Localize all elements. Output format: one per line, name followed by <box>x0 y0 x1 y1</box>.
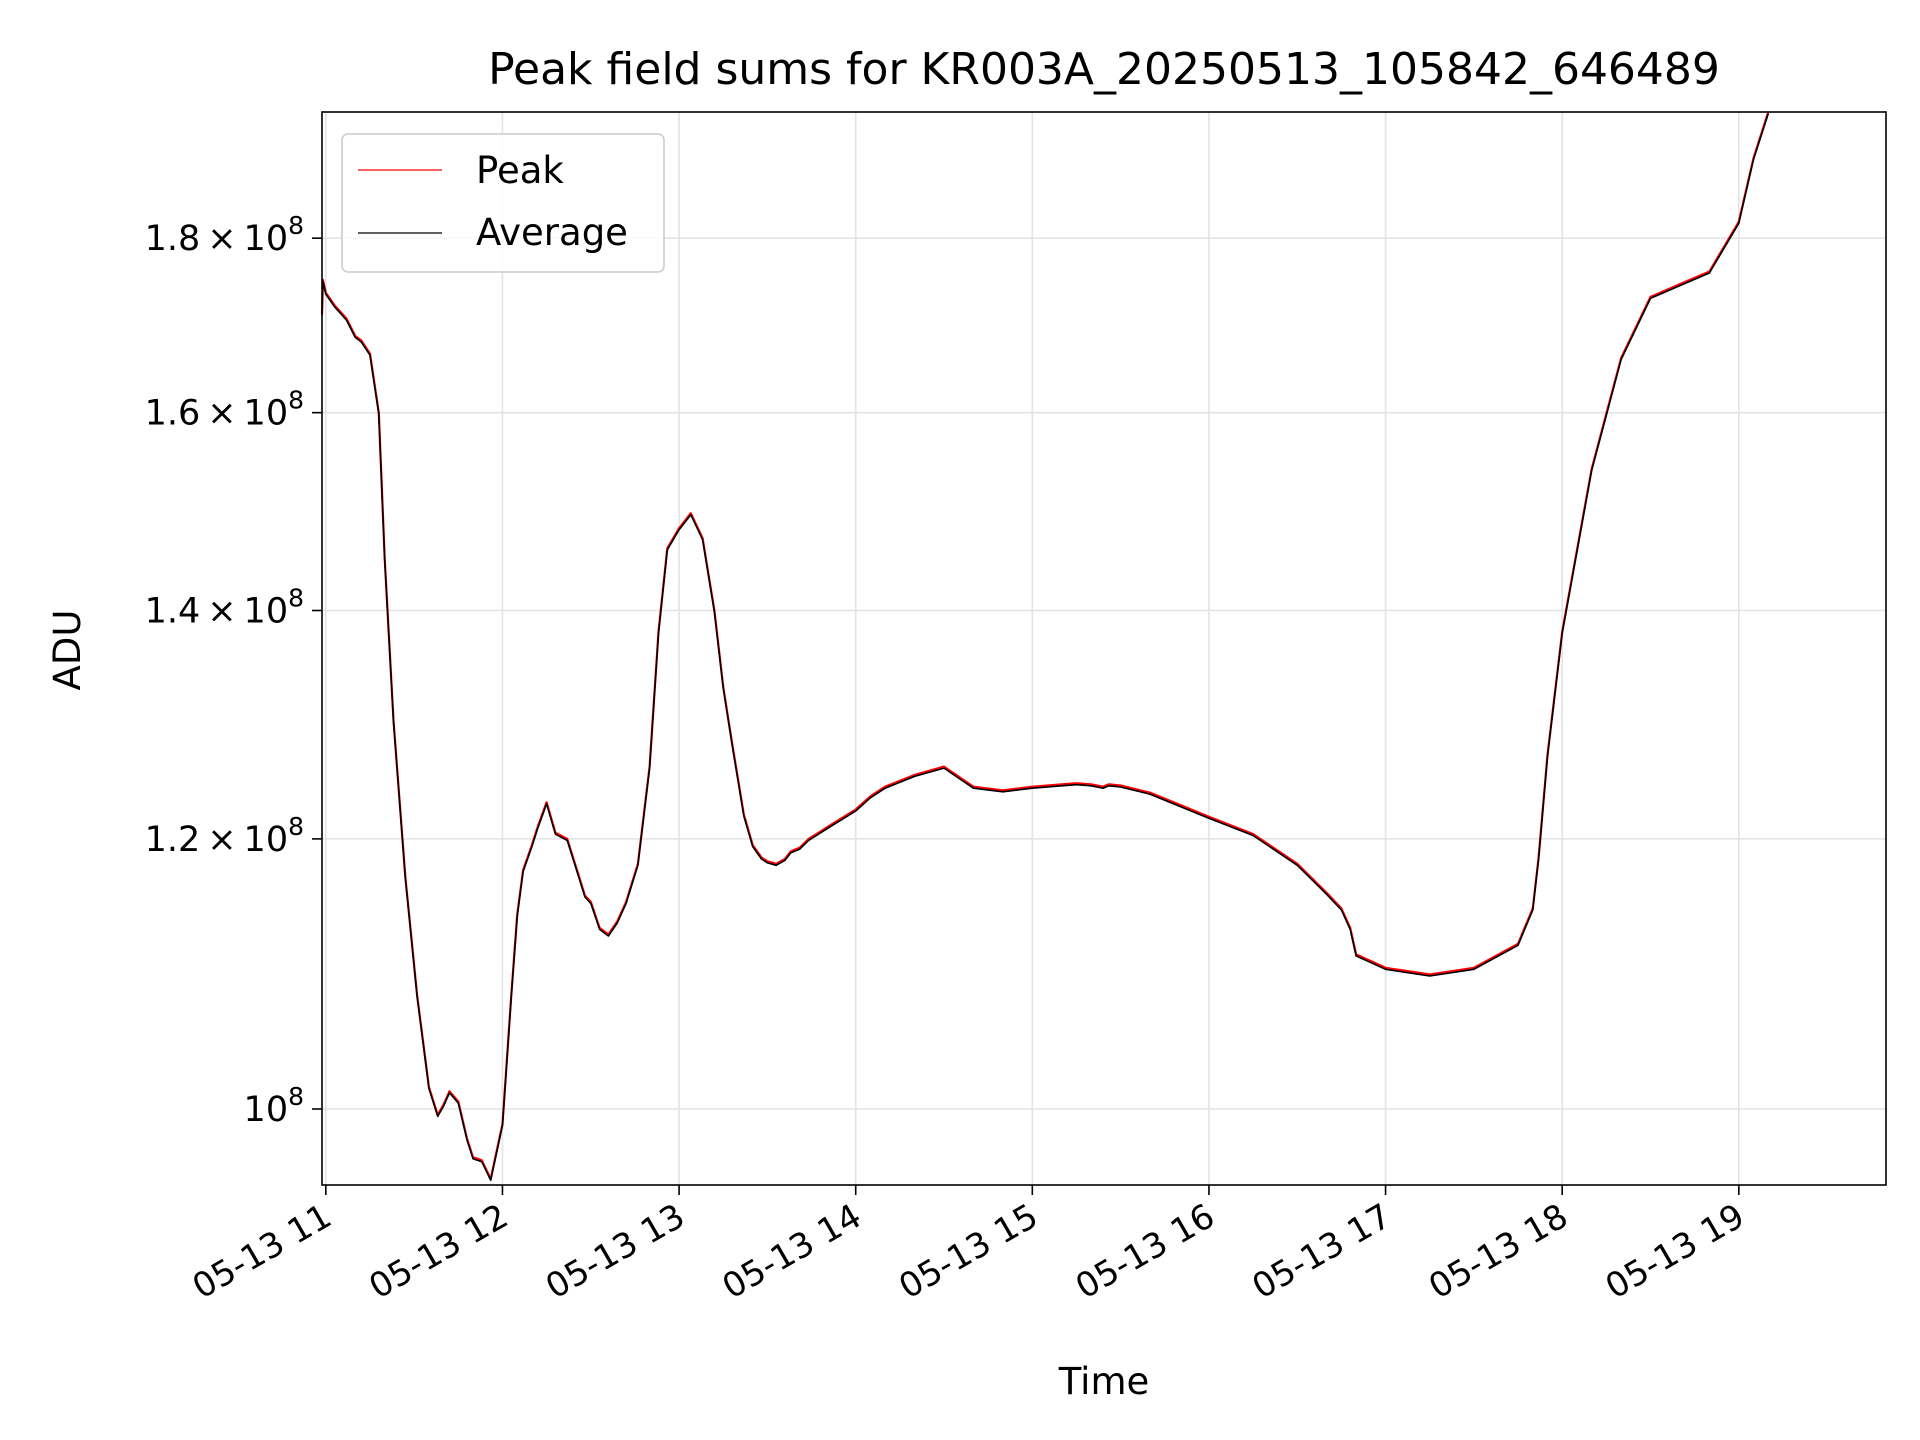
legend-box <box>341 133 665 273</box>
chart-title: Peak field sums for KR003A_20250513_1058… <box>488 44 1720 95</box>
y-tick-label: 1.8 × 108 <box>145 211 304 259</box>
plot-lines <box>320 111 1770 1182</box>
plot-frame <box>321 111 1887 1186</box>
grid <box>322 112 1886 1185</box>
series-line-average <box>321 113 1770 1182</box>
x-axis-label: Time <box>1058 1360 1150 1403</box>
y-tick-label: 108 <box>244 1082 304 1130</box>
y-axis-label: ADU <box>46 610 89 691</box>
legend-label-average: Average <box>476 211 628 254</box>
legend-label-peak: Peak <box>476 149 564 192</box>
y-tick-label: 1.4 × 108 <box>145 584 304 632</box>
y-axis: 108 1.2 × 108 1.4 × 108 1.6 × 108 1.8 × 108 <box>145 211 322 1130</box>
y-tick-label: 1.2 × 108 <box>145 812 304 860</box>
y-tick-label: 1.6 × 108 <box>145 386 304 434</box>
legend: Peak Average <box>341 133 665 273</box>
